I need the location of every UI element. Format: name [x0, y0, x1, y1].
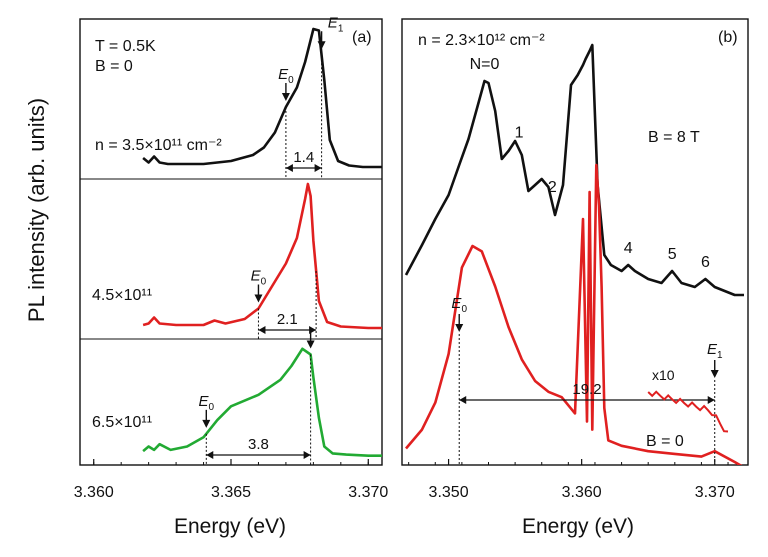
panel-a-series-1-line: [142, 182, 382, 330]
panel-a-series-1-mark-label-0: E0: [251, 268, 267, 288]
panel-b-inset-note: x10: [652, 367, 675, 383]
panel-b-xtick-label-0: 3.350: [429, 484, 469, 501]
panel-b-peak-label-1: 1: [515, 124, 524, 141]
panel-a-series-0-span-left-head: [285, 164, 293, 172]
panel-a-density-label-0: n = 3.5×10¹¹ cm⁻²: [95, 137, 222, 154]
panel-b-series-1-mark-label-0: E0: [451, 295, 467, 315]
panel-b-x-ticks: 3.350 3.360 3.370: [408, 459, 735, 501]
panel-a-series-0-mark-label-0: E0: [278, 66, 294, 86]
panel-b-series-label-8T: B = 8 T: [648, 129, 700, 146]
panel-b-x10-tail: [647, 390, 729, 433]
panel-b: (b) n = 2.3×10¹² cm⁻² B = 8 T B = 0 x10 …: [401, 18, 749, 501]
panel-a-label: (a): [352, 29, 372, 46]
panel-a-series-2-line: [142, 347, 382, 457]
panel-a-xtick-label-0: 3.360: [74, 484, 114, 501]
panel-a-header-1: T = 0.5K: [95, 38, 156, 55]
panel-b-peak-label-3: 4: [624, 240, 633, 257]
panel-a-density-label-1: 4.5×10¹¹: [92, 287, 152, 304]
panel-a-series-0-span-label: 1.4: [293, 149, 314, 166]
panel-a-series-0-arrow-0-head: [281, 93, 290, 101]
panel-a-series-1-arrow-0-head: [254, 294, 263, 303]
panel-b-peak-label-5: 6: [701, 254, 710, 271]
panel-a-header-2: B = 0: [95, 58, 133, 75]
panel-b-series-0-line: [404, 43, 744, 297]
panel-b-marks: N=0 1 2 4 5 6 E0 E1 19.2: [404, 43, 744, 465]
panel-a-frame: [79, 18, 383, 466]
panel-a-xtick-label-2: 3.370: [348, 484, 388, 501]
panel-a-density-label-2: 6.5×10¹¹: [92, 414, 152, 431]
panel-b-series-1-line: [405, 163, 743, 465]
panel-a-series-0-arrow-1-head: [317, 41, 326, 50]
panel-a-series-1-span-label: 2.1: [277, 311, 298, 328]
panel-b-peak-label-2: 2: [548, 179, 557, 196]
panel-a-series-0-mark-label-1: E1: [328, 14, 344, 34]
panel-a-x-ticks: 3.360 3.365 3.370: [74, 459, 388, 501]
panel-a-series-2-span-left-head: [206, 451, 214, 459]
panel-b-series-1-mark-label-1: E1: [707, 341, 723, 361]
panel-a-series-2-arrow-0-head: [202, 419, 211, 428]
panel-b-label: (b): [718, 29, 738, 46]
panel-a: (a) T = 0.5K B = 0 n = 3.5×10¹¹ cm⁻² E0 E1…: [74, 14, 389, 501]
panel-b-peak-label-0: N=0: [470, 56, 500, 73]
panel-b-frame: [401, 18, 749, 466]
panel-a-series-0-span-right-head: [314, 164, 322, 172]
panel-a-xtick-label-1: 3.365: [211, 484, 251, 501]
panel-b-series-label-0T: B = 0: [646, 433, 684, 450]
panel-a-series-0-line: [142, 27, 382, 169]
x-axis-label-b: Energy (eV): [522, 515, 634, 538]
panel-b-series-1-span-right-head: [707, 396, 715, 404]
panel-b-series-1-arrow-1-head: [710, 370, 719, 378]
panel-a-marks: n = 3.5×10¹¹ cm⁻² E0 E1 1.4 4.5×10¹¹ E0 2.1 6.5…: [92, 14, 382, 465]
panel-b-peak-label-4: 5: [668, 246, 677, 263]
panel-a-series-2-mark-label-0: E0: [199, 393, 215, 413]
panel-a-series-2-arrow-1-head: [306, 340, 315, 349]
panel-b-series-1-arrow-0-head: [455, 324, 464, 332]
panel-a-series-1-span-left-head: [258, 326, 266, 334]
panel-b-series-1-span-left-head: [459, 396, 467, 404]
panel-b-xtick-label-1: 3.360: [562, 484, 602, 501]
panel-a-series-2-span-label: 3.8: [248, 436, 269, 453]
panel-b-header: n = 2.3×10¹² cm⁻²: [418, 32, 545, 49]
panel-b-xtick-label-2: 3.370: [695, 484, 735, 501]
panel-b-series-1-span-label: 19.2: [572, 381, 601, 398]
y-axis-label: PL intensity (arb. units): [24, 98, 49, 322]
x-axis-label-a: Energy (eV): [174, 515, 286, 538]
panel-a-series-2-span-right-head: [303, 451, 311, 459]
